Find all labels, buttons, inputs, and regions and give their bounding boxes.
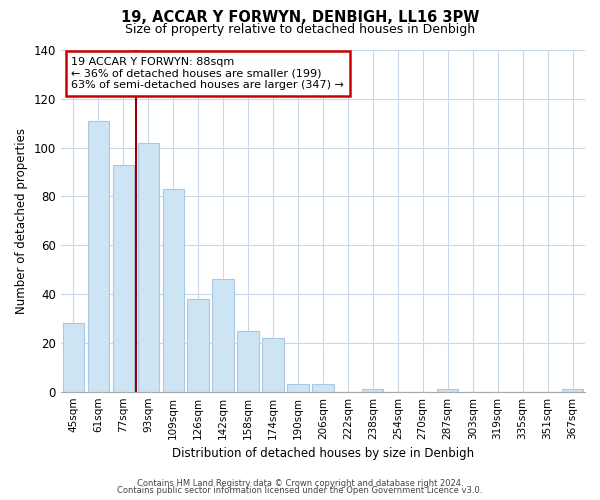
Bar xyxy=(362,389,383,392)
Bar xyxy=(62,324,84,392)
Bar xyxy=(212,280,233,392)
Bar xyxy=(137,142,159,392)
Bar xyxy=(88,121,109,392)
Bar xyxy=(312,384,334,392)
Text: 19, ACCAR Y FORWYN, DENBIGH, LL16 3PW: 19, ACCAR Y FORWYN, DENBIGH, LL16 3PW xyxy=(121,10,479,25)
Text: Contains HM Land Registry data © Crown copyright and database right 2024.: Contains HM Land Registry data © Crown c… xyxy=(137,478,463,488)
Bar xyxy=(437,389,458,392)
Bar xyxy=(262,338,284,392)
Bar xyxy=(287,384,308,392)
Y-axis label: Number of detached properties: Number of detached properties xyxy=(15,128,28,314)
Text: Contains public sector information licensed under the Open Government Licence v3: Contains public sector information licen… xyxy=(118,486,482,495)
Text: 19 ACCAR Y FORWYN: 88sqm
← 36% of detached houses are smaller (199)
63% of semi-: 19 ACCAR Y FORWYN: 88sqm ← 36% of detach… xyxy=(71,57,344,90)
Bar xyxy=(562,389,583,392)
Bar xyxy=(113,164,134,392)
Bar xyxy=(187,299,209,392)
X-axis label: Distribution of detached houses by size in Denbigh: Distribution of detached houses by size … xyxy=(172,447,474,460)
Bar xyxy=(163,189,184,392)
Bar xyxy=(238,330,259,392)
Text: Size of property relative to detached houses in Denbigh: Size of property relative to detached ho… xyxy=(125,22,475,36)
